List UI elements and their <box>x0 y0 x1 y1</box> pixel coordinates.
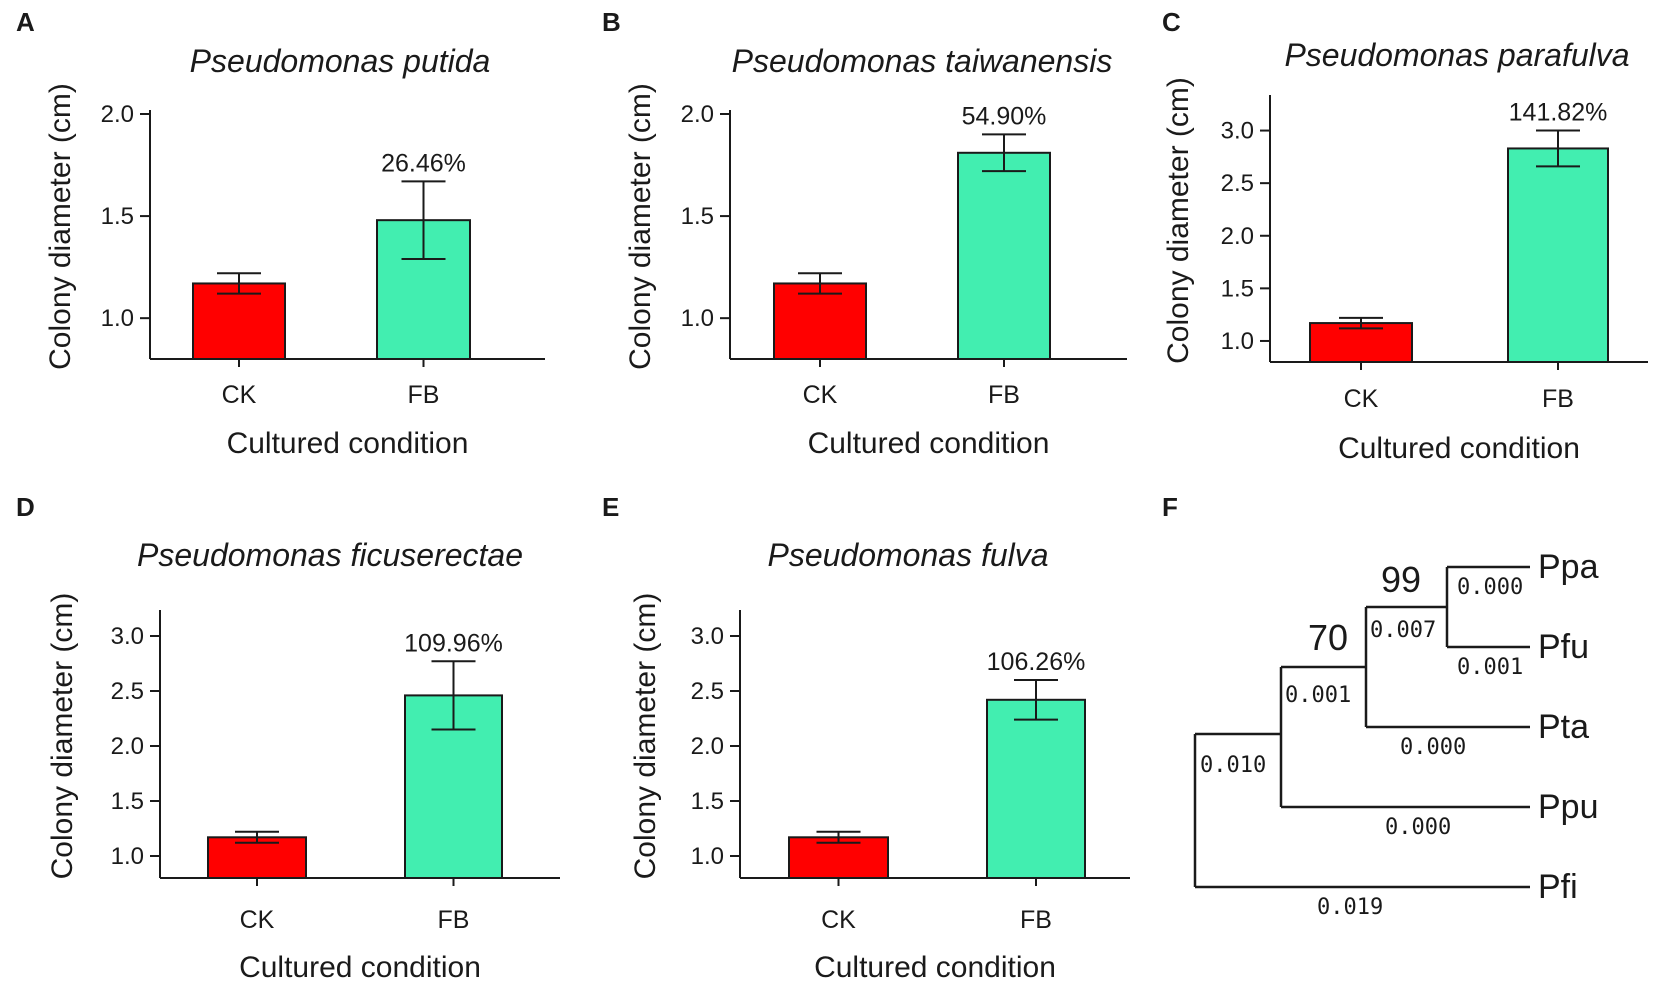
percent-increase-label: 141.82% <box>1509 99 1608 127</box>
bootstrap-70: 70 <box>1308 617 1348 658</box>
x-axis-title: Cultured condition <box>1338 432 1580 465</box>
y-tick-label: 2.0 <box>101 101 134 128</box>
x-axis-title: Cultured condition <box>239 951 481 984</box>
x-tick-label-ck: CK <box>1344 385 1379 413</box>
y-tick-label: 1.0 <box>1221 328 1254 355</box>
y-tick-label: 1.0 <box>691 843 724 870</box>
y-tick-label: 1.0 <box>681 305 714 332</box>
x-tick-label-fb: FB <box>988 381 1020 409</box>
y-tick-label: 2.0 <box>691 733 724 760</box>
x-axis-title: Cultured condition <box>808 427 1050 460</box>
bar-fb <box>1507 147 1609 363</box>
x-tick-label-fb: FB <box>408 381 440 409</box>
tree-tip-pfu: Pfu <box>1538 628 1589 666</box>
y-tick-label: 2.0 <box>1221 223 1254 250</box>
bar-chart-c: Pseudomonas parafulva 1.0 1.5 2.0 2.5 3.0 CK FB… <box>1162 37 1648 465</box>
x-axis-title: Cultured condition <box>227 427 469 460</box>
percent-increase-label: 109.96% <box>404 629 503 657</box>
panel-letter-b: B <box>602 7 621 37</box>
y-axis-title: Colony diameter (cm) <box>624 83 657 370</box>
panel-letter-d: D <box>16 492 35 522</box>
y-tick-label: 1.5 <box>101 203 134 230</box>
y-tick-label: 2.5 <box>691 678 724 705</box>
bar-chart-a: Pseudomonas putida 1.0 1.5 2.0 CK FB 26.46% Cul… <box>44 43 545 460</box>
y-axis-title: Colony diameter (cm) <box>44 83 77 370</box>
bar-fb <box>986 698 1086 879</box>
branch-length-ppu: 0.000 <box>1385 815 1451 840</box>
y-tick-label: 2.0 <box>111 733 144 760</box>
bar-chart-d: Pseudomonas ficuserectae 1.0 1.5 2.0 2.5 3.0 C… <box>46 537 560 984</box>
chart-title: Pseudomonas ficuserectae <box>137 537 523 573</box>
bootstrap-99: 99 <box>1381 559 1421 600</box>
percent-increase-label: 26.46% <box>381 149 466 177</box>
y-tick-label: 1.0 <box>111 843 144 870</box>
chart-title: Pseudomonas fulva <box>767 537 1048 573</box>
y-axis-title: Colony diameter (cm) <box>46 593 79 880</box>
percent-increase-label: 54.90% <box>962 102 1047 130</box>
y-tick-label: 3.0 <box>111 623 144 650</box>
phylogenetic-tree: Ppa Pfu Pta Ppu Pfi 0.000 0.001 0.000 0.… <box>1193 548 1599 920</box>
y-tick-label: 1.5 <box>1221 275 1254 302</box>
y-tick-label: 1.0 <box>101 305 134 332</box>
x-tick-label-ck: CK <box>803 381 838 409</box>
bar-ck <box>192 282 286 361</box>
x-tick-label-fb: FB <box>438 906 470 934</box>
y-tick-label: 1.5 <box>691 788 724 815</box>
branch-length-node-99: 0.007 <box>1370 618 1436 643</box>
y-tick-label: 2.5 <box>111 678 144 705</box>
y-tick-label: 2.0 <box>681 101 714 128</box>
tree-tip-pta: Pta <box>1538 708 1589 746</box>
panel-letter-e: E <box>602 492 619 522</box>
y-axis-title: Colony diameter (cm) <box>1162 77 1195 364</box>
panel-letter-c: C <box>1162 7 1181 37</box>
branch-length-pfu: 0.001 <box>1457 655 1523 680</box>
chart-title: Pseudomonas putida <box>190 43 491 79</box>
bar-chart-e: Pseudomonas fulva 1.0 1.5 2.0 2.5 3.0 CK FB 106.… <box>629 537 1130 984</box>
branch-length-node-70: 0.001 <box>1285 683 1351 708</box>
panel-letter-a: A <box>16 7 35 37</box>
bar-ck <box>773 282 867 361</box>
chart-title: Pseudomonas taiwanensis <box>732 43 1113 79</box>
tree-tip-ppa: Ppa <box>1538 548 1599 586</box>
y-tick-label: 1.5 <box>111 788 144 815</box>
x-tick-label-fb: FB <box>1542 385 1574 413</box>
branch-length-root-clade: 0.010 <box>1200 753 1266 778</box>
x-tick-label-fb: FB <box>1020 906 1052 934</box>
branch-length-ppa: 0.000 <box>1457 575 1523 600</box>
branch-length-pfi: 0.019 <box>1317 895 1383 920</box>
branch-length-pta: 0.000 <box>1400 735 1466 760</box>
y-tick-label: 2.5 <box>1221 170 1254 197</box>
y-tick-label: 3.0 <box>691 623 724 650</box>
x-tick-label-ck: CK <box>821 906 856 934</box>
x-tick-label-ck: CK <box>240 906 275 934</box>
bar-ck <box>1309 322 1413 363</box>
bar-ck <box>207 836 307 879</box>
tree-tip-ppu: Ppu <box>1538 788 1599 826</box>
y-tick-label: 3.0 <box>1221 118 1254 145</box>
y-tick-label: 1.5 <box>681 203 714 230</box>
chart-title: Pseudomonas parafulva <box>1284 37 1629 73</box>
bar-chart-b: Pseudomonas taiwanensis 1.0 1.5 2.0 CK FB 54.9… <box>624 43 1127 460</box>
bar-fb <box>957 151 1051 360</box>
x-axis-title: Cultured condition <box>814 951 1056 984</box>
y-axis-title: Colony diameter (cm) <box>629 593 662 880</box>
panel-letter-f: F <box>1162 492 1178 522</box>
x-tick-label-ck: CK <box>222 381 257 409</box>
tree-tip-pfi: Pfi <box>1538 868 1578 906</box>
percent-increase-label: 106.26% <box>987 648 1086 676</box>
